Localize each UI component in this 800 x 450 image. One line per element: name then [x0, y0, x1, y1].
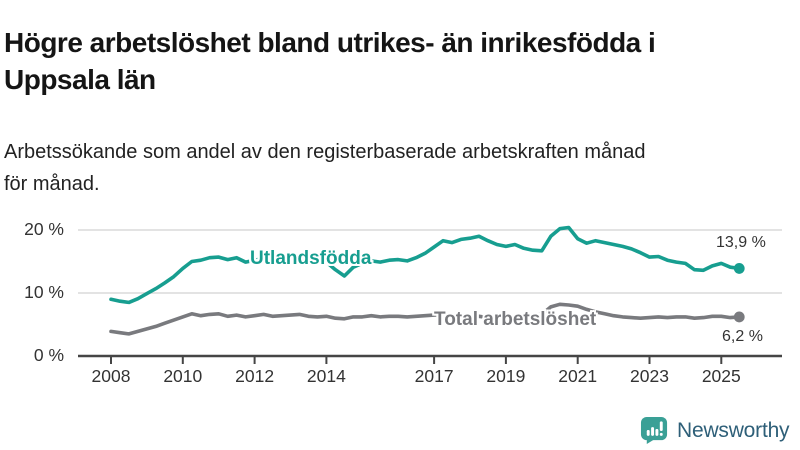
newsworthy-logo-icon — [640, 416, 669, 445]
series-end-dot-total — [733, 311, 745, 323]
series-line-total — [109, 302, 742, 336]
x-axis-label: 2010 — [163, 366, 203, 386]
chart-subtitle: Arbetssökande som andel av den registerb… — [4, 141, 646, 195]
page-title: Högre arbetslöshet bland utrikes- än inr… — [4, 26, 656, 95]
end-value-label-utlandsfodda: 13,9 % — [716, 234, 766, 251]
x-axis-label: 2014 — [306, 366, 346, 386]
series-end-dot-utlandsfodda — [733, 263, 745, 274]
x-axis-label: 2025 — [701, 366, 741, 386]
x-axis-label: 2008 — [91, 366, 131, 386]
x-axis-label: 2012 — [235, 366, 275, 386]
y-axis-label: 10 % — [24, 282, 64, 302]
x-axis-label: 2019 — [486, 366, 526, 386]
series-label-total-arbetsloshet: Total arbetslöshet — [434, 309, 597, 330]
x-axis-label: 2023 — [630, 366, 669, 386]
brand-name: Newsworthy — [677, 418, 790, 442]
x-axis-label: 2017 — [414, 366, 454, 386]
y-axis-label: 20 % — [24, 219, 64, 239]
series-label-utlandsfodda: Utlandsfödda — [250, 248, 372, 269]
y-axis-label: 0 % — [33, 345, 64, 365]
x-axis-label: 2021 — [558, 366, 598, 386]
brand-footer: Newsworthy — [640, 416, 790, 445]
series-line-utlandsfodda — [109, 225, 742, 305]
end-value-label-total: 6,2 % — [722, 328, 763, 345]
